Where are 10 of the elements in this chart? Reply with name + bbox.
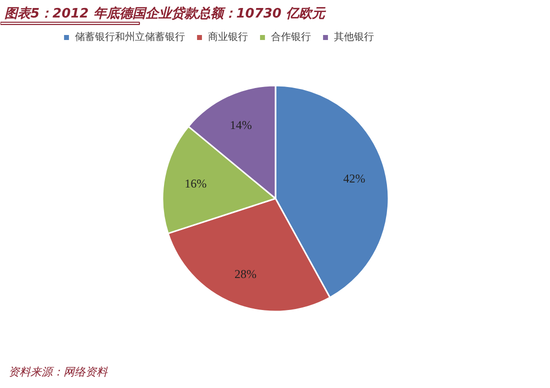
data-label: 14% <box>230 118 252 132</box>
legend-label: 储蓄银行和州立储蓄银行 <box>75 30 185 44</box>
data-label: 42% <box>343 171 366 186</box>
chart-title: 图表5：2012 年底德国企业贷款总额：10730 亿欧元 <box>4 6 328 22</box>
legend-label: 合作银行 <box>271 31 311 44</box>
data-label: 28% <box>234 267 257 282</box>
data-label: 16% <box>184 176 207 190</box>
legend-label: 商业银行 <box>208 30 248 44</box>
text: 资料来源：网络资料 <box>8 366 108 378</box>
legend-label: 其他银行 <box>334 30 374 44</box>
